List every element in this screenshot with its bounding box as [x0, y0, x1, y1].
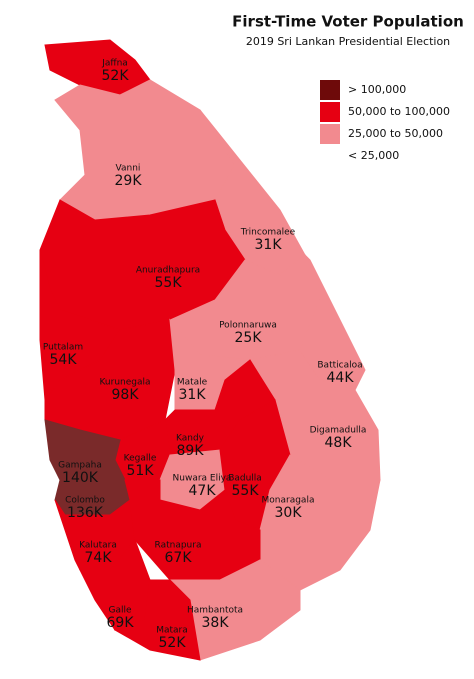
district-value: 140K [62, 470, 99, 486]
district-value: 136K [67, 505, 104, 521]
district-name: Gampaha [58, 461, 102, 471]
district-value: 54K [50, 352, 78, 368]
district-value: 47K [189, 483, 217, 499]
district-name: Badulla [228, 474, 262, 484]
district-name: Nuwara Eliya [173, 474, 232, 484]
district-name: Matara [156, 626, 188, 636]
district-name: Galle [108, 606, 131, 616]
district-value: 52K [102, 68, 130, 84]
district-value: 67K [165, 550, 193, 566]
legend-label: 25,000 to 50,000 [348, 127, 443, 140]
district-name: Digamadulla [310, 426, 367, 436]
legend-swatch [320, 146, 340, 166]
district-value: 98K [112, 387, 140, 403]
district-name: Kegalle [124, 454, 157, 464]
district-value: 48K [325, 435, 353, 451]
district-name: Polonnaruwa [219, 321, 277, 331]
map-subtitle: 2019 Sri Lankan Presidential Election [246, 35, 450, 48]
district-name: Kalutara [79, 541, 117, 551]
district-name: Monaragala [262, 496, 315, 506]
legend-label: 50,000 to 100,000 [348, 105, 450, 118]
district-value: 29K [115, 173, 143, 189]
district-value: 44K [327, 370, 355, 386]
district-value: 89K [177, 443, 205, 459]
district-value: 31K [179, 387, 207, 403]
district-name: Matale [177, 378, 208, 388]
district [44, 39, 151, 96]
district-name: Jaffna [101, 59, 128, 69]
map-title: First-Time Voter Population [232, 13, 464, 31]
district-name: Hambantota [187, 606, 243, 616]
district-value: 55K [232, 483, 260, 499]
district-value: 30K [275, 505, 303, 521]
legend-label: > 100,000 [348, 83, 406, 96]
district-value: 31K [255, 237, 283, 253]
district [44, 419, 126, 481]
district-name: Trincomalee [240, 228, 296, 238]
legend-swatch [320, 124, 340, 144]
legend-swatch [320, 80, 340, 100]
district-value: 52K [159, 635, 187, 651]
district-value: 25K [235, 330, 263, 346]
district-name: Kurunegala [99, 378, 150, 388]
legend-label: < 25,000 [348, 149, 399, 162]
district-name: Ratnapura [155, 541, 202, 551]
district-value: 69K [107, 615, 135, 631]
district [54, 79, 236, 221]
district-name: Puttalam [43, 343, 83, 353]
district-name: Kandy [176, 434, 205, 444]
district-value: 38K [202, 615, 230, 631]
district-name: Batticaloa [317, 361, 362, 371]
district-value: 51K [127, 463, 155, 479]
district-value: 74K [85, 550, 113, 566]
legend-swatch [320, 102, 340, 122]
district-name: Anuradhapura [136, 266, 200, 276]
district-name: Colombo [65, 496, 105, 506]
district-value: 55K [155, 275, 183, 291]
district [113, 579, 201, 661]
district-name: Vanni [116, 164, 141, 174]
district [259, 454, 381, 591]
